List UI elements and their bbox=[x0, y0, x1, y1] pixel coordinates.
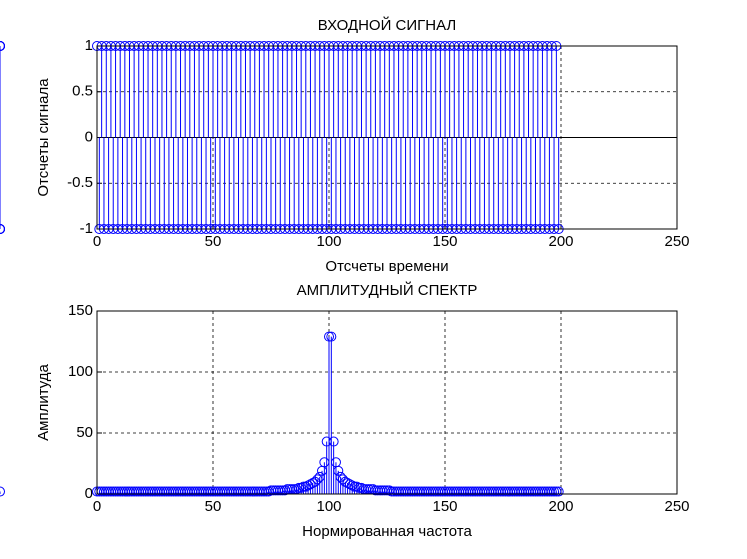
y-tick-label: 0 bbox=[85, 485, 93, 502]
x-tick-label: 0 bbox=[93, 233, 101, 250]
stem-marker bbox=[0, 224, 5, 234]
x-tick-label: 200 bbox=[548, 498, 573, 515]
stem-marker bbox=[333, 465, 344, 476]
y-tick-label: 150 bbox=[68, 302, 93, 319]
y-tick-label: 1 bbox=[85, 37, 93, 54]
x-tick-label: 50 bbox=[205, 498, 222, 515]
x-tick-label: 200 bbox=[548, 233, 573, 250]
x-tick-label: 250 bbox=[664, 498, 689, 515]
stem-marker bbox=[324, 331, 334, 342]
x-tick-label: 150 bbox=[432, 498, 457, 515]
stem-marker bbox=[551, 486, 562, 497]
stem-marker bbox=[553, 486, 564, 497]
x-tick-label: 50 bbox=[205, 233, 222, 250]
stem-marker bbox=[347, 480, 358, 491]
y-tick-label: 50 bbox=[76, 424, 93, 441]
stem-marker bbox=[0, 41, 5, 51]
x-tick-label: 150 bbox=[432, 233, 457, 250]
y-axis-label: Отсчеты сигнала bbox=[35, 78, 52, 197]
chart-title: АМПЛИТУДНЫЙ СПЕКТР bbox=[297, 281, 478, 299]
y-tick-label: 0 bbox=[85, 128, 93, 145]
x-axis-label: Отсчеты времени bbox=[325, 258, 448, 275]
chart-title: ВХОДНОЙ СИГНАЛ bbox=[318, 16, 457, 34]
x-tick-label: 250 bbox=[664, 233, 689, 250]
x-axis-label: Нормированная частота bbox=[302, 523, 472, 540]
stem-marker bbox=[0, 486, 5, 497]
stem-marker bbox=[344, 479, 355, 490]
stem-marker bbox=[328, 436, 339, 447]
x-tick-label: 100 bbox=[316, 233, 341, 250]
y-tick-label: -1 bbox=[80, 220, 93, 237]
stem-marker bbox=[349, 481, 360, 492]
axes-box bbox=[96, 310, 678, 495]
y-tick-label: 100 bbox=[68, 363, 93, 380]
plot-area bbox=[97, 311, 677, 494]
stem-marker bbox=[351, 481, 362, 492]
x-tick-label: 0 bbox=[93, 498, 101, 515]
x-tick-label: 100 bbox=[316, 498, 341, 515]
y-tick-label: -0.5 bbox=[67, 174, 93, 191]
stem-marker bbox=[326, 331, 337, 342]
y-axis-label: Амплитуда bbox=[35, 363, 52, 440]
axes-box bbox=[96, 45, 678, 230]
y-tick-label: 0.5 bbox=[72, 83, 93, 100]
